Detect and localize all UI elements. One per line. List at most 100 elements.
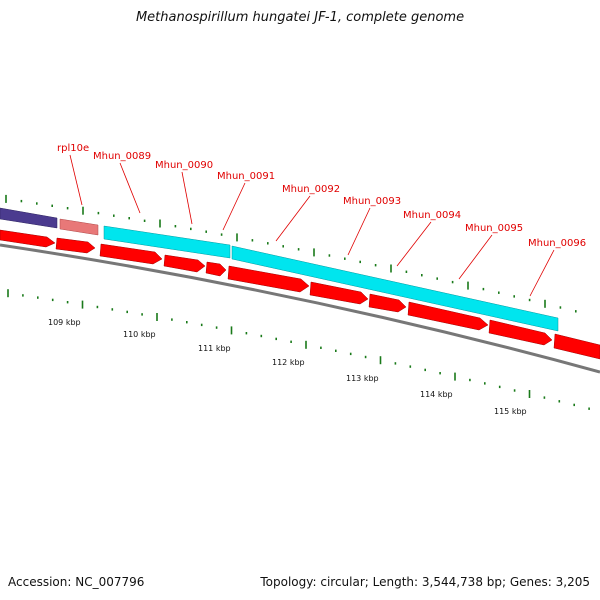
outer-minor-tick	[421, 274, 423, 277]
outer-major-tick	[467, 281, 469, 290]
scale-labels: 109 kbp 110 kbp 111 kbp 112 kbp 113 kbp …	[48, 318, 527, 416]
outer-minor-tick	[374, 264, 377, 267]
scale-minor-tick	[66, 301, 69, 304]
outer-minor-tick	[97, 211, 100, 215]
cds-arrow-mhun-0096b[interactable]	[553, 333, 600, 360]
outer-minor-tick	[20, 199, 23, 203]
outer-tick-track	[5, 194, 577, 313]
scale-minor-tick	[111, 308, 114, 311]
leader-mhun-0096	[529, 249, 555, 297]
scale-minor-tick	[141, 313, 143, 316]
scale-minor-tick	[51, 298, 54, 302]
genome-backbone	[0, 243, 600, 374]
cds-arrow-left[interactable]	[0, 229, 56, 248]
accession-text: Accession: NC_007796	[8, 575, 145, 589]
leader-mhun-0094	[396, 221, 432, 267]
scale-minor-tick	[96, 305, 99, 309]
gene-label-mhun-0092[interactable]: Mhun_0092	[282, 184, 340, 195]
scale-major-tick	[379, 356, 382, 365]
scale-minor-tick	[543, 396, 546, 399]
outer-minor-tick	[174, 225, 177, 228]
scale-minor-tick	[186, 321, 188, 324]
scale-minor-tick	[335, 349, 337, 352]
scale-minor-tick	[424, 368, 426, 372]
map-title: Methanospirillum hungatei JF-1, complete…	[135, 10, 465, 25]
gene-label-mhun-0093[interactable]: Mhun_0093	[343, 196, 401, 207]
outer-major-tick	[5, 194, 7, 203]
cds-arrow-mhun-0090[interactable]	[163, 254, 206, 273]
scale-major-tick	[7, 289, 9, 298]
leader-mhun-0093	[347, 207, 371, 256]
cyan-feature-1[interactable]	[103, 225, 231, 259]
outer-minor-tick	[482, 287, 485, 291]
scale-minor-tick	[469, 378, 471, 382]
gene-label-mhun-0089[interactable]: Mhun_0089	[93, 151, 151, 162]
scale-tick-track	[7, 289, 590, 410]
scale-minor-tick	[275, 337, 277, 341]
outer-minor-tick	[498, 291, 500, 294]
scale-minor-tick	[245, 332, 248, 335]
outer-minor-tick	[559, 306, 562, 309]
rna-feature-rpl10e[interactable]	[59, 218, 99, 236]
outer-minor-tick	[113, 214, 115, 217]
cds-track	[0, 229, 600, 360]
scale-minor-tick	[200, 323, 203, 327]
scale-label-113-kbp: 113 kbp	[346, 374, 379, 383]
purple-feature[interactable]	[0, 207, 58, 229]
feature-track	[0, 207, 559, 332]
outer-major-tick	[390, 264, 392, 273]
cds-arrow-mhun-0089[interactable]	[99, 243, 163, 265]
leader-rpl10e	[69, 154, 83, 206]
cds-arrow-mhun-0094[interactable]	[368, 293, 407, 313]
gene-label-mhun-0091[interactable]: Mhun_0091	[217, 171, 275, 182]
outer-minor-tick	[528, 298, 531, 302]
cds-arrow-rpl10e[interactable]	[55, 237, 96, 254]
scale-label-110-kbp: 110 kbp	[123, 330, 156, 339]
outer-minor-tick	[451, 280, 454, 284]
outer-minor-tick	[575, 310, 577, 313]
cds-arrow-mhun-0095[interactable]	[407, 301, 489, 331]
scale-major-tick	[81, 300, 84, 309]
scale-minor-tick	[260, 334, 263, 338]
scale-major-tick	[305, 340, 307, 349]
outer-minor-tick	[143, 219, 146, 222]
outer-minor-tick	[297, 248, 300, 251]
outer-minor-tick	[344, 257, 346, 260]
gene-label-mhun-0096[interactable]: Mhun_0096	[528, 238, 586, 249]
scale-minor-tick	[349, 352, 352, 356]
scale-minor-tick	[484, 382, 486, 385]
scale-minor-tick	[364, 355, 367, 359]
cds-arrow-mhun-0092[interactable]	[227, 265, 310, 293]
scale-minor-tick	[394, 362, 397, 365]
scale-major-tick	[454, 372, 456, 381]
scale-minor-tick	[409, 365, 412, 368]
outer-minor-tick	[128, 217, 130, 220]
gene-label-mhun-0095[interactable]: Mhun_0095	[465, 223, 523, 234]
scale-major-tick	[156, 313, 158, 321]
outer-minor-tick	[405, 270, 408, 273]
cds-arrow-mhun-0091[interactable]	[205, 261, 227, 277]
cds-arrow-mhun-0096a[interactable]	[488, 319, 553, 346]
cds-arrow-mhun-0093[interactable]	[309, 281, 369, 305]
genome-stats-text: Topology: circular; Length: 3,544,738 bp…	[260, 575, 590, 589]
outer-major-tick	[544, 299, 546, 308]
gene-label-mhun-0094[interactable]: Mhun_0094	[403, 210, 461, 221]
scale-minor-tick	[22, 294, 24, 297]
outer-minor-tick	[328, 254, 331, 257]
outer-major-tick	[82, 206, 84, 215]
cyan-feature-2[interactable]	[231, 245, 559, 332]
scale-minor-tick	[513, 389, 516, 392]
leader-mhun-0092	[275, 195, 311, 242]
scale-label-114-kbp: 114 kbp	[420, 390, 453, 399]
scale-minor-tick	[558, 400, 561, 403]
scale-minor-tick	[126, 310, 128, 314]
gene-label-rpl10e[interactable]: rpl10e	[57, 143, 89, 154]
scale-minor-tick	[37, 296, 39, 299]
outer-minor-tick	[51, 204, 53, 207]
gene-labels: rpl10e Mhun_0089 Mhun_0090 Mhun_0091 Mhu…	[57, 143, 586, 249]
gene-label-mhun-0090[interactable]: Mhun_0090	[155, 160, 213, 171]
scale-major-tick	[528, 390, 531, 398]
scale-minor-tick	[588, 407, 590, 410]
leader-mhun-0089	[119, 162, 141, 214]
